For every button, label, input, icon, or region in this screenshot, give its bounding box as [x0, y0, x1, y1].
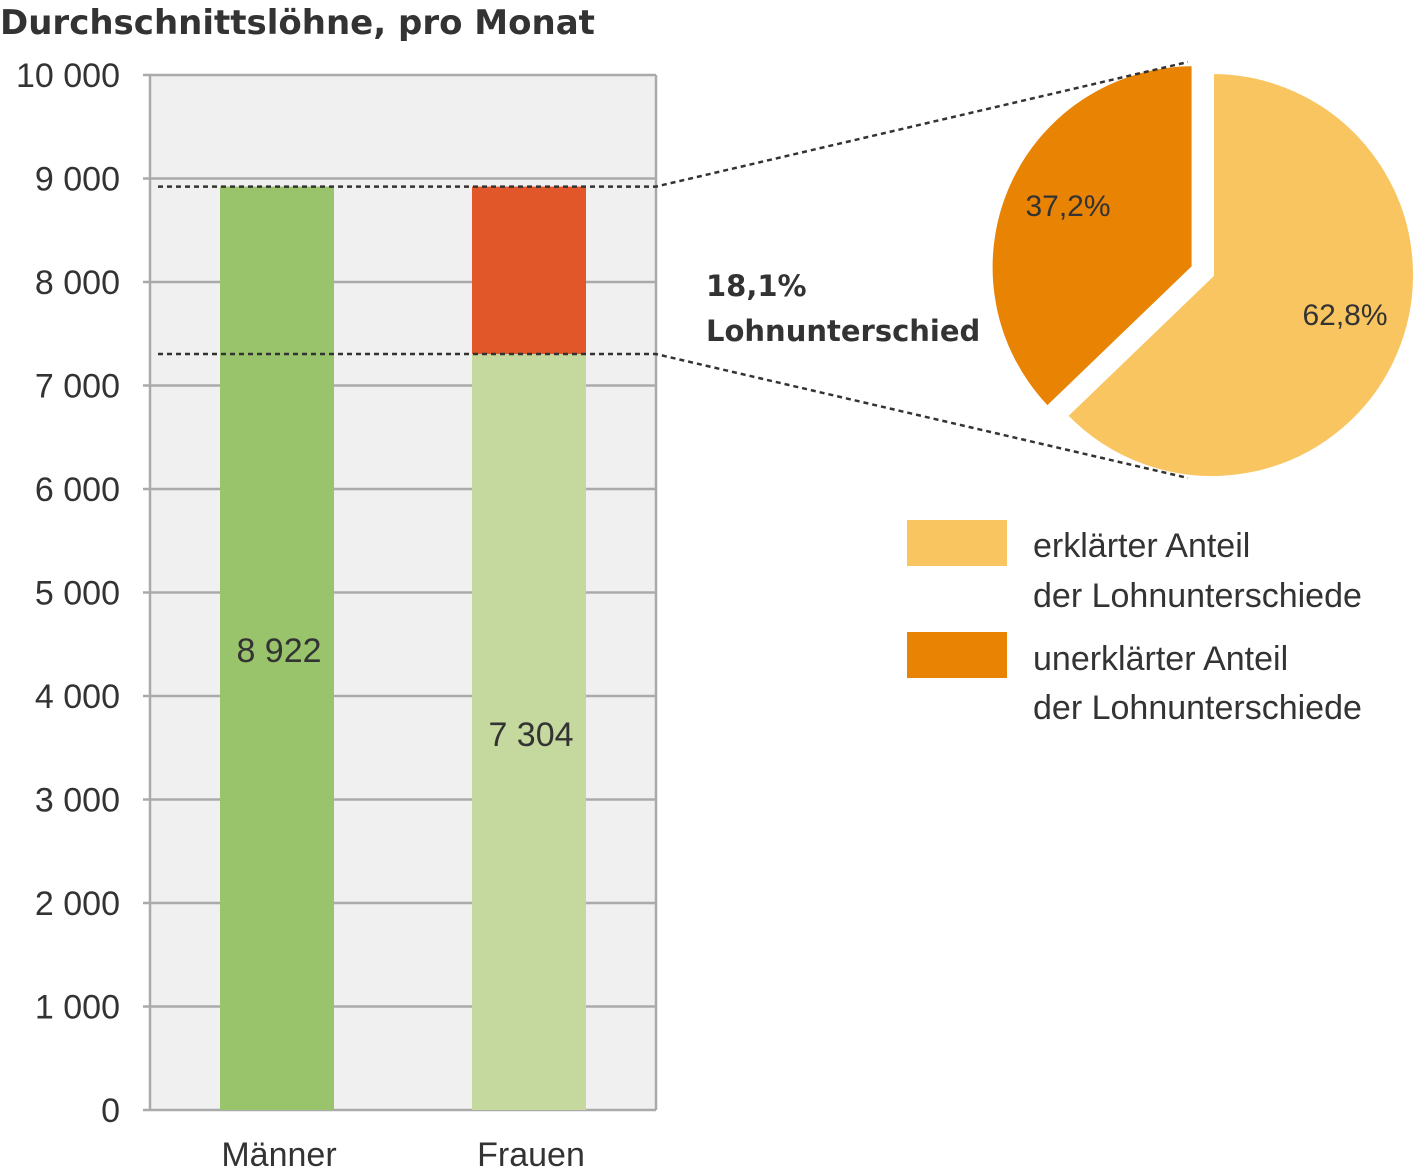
pie-chart: 62,8% 37,2% [988, 62, 1413, 480]
pie-label-unexplained: 37,2% [1025, 190, 1110, 223]
legend-swatch-unexplained [907, 632, 1007, 678]
x-tick-label: Männer [221, 1136, 336, 1174]
y-tick-label: 0 [101, 1092, 120, 1130]
pie-label-explained: 62,8% [1302, 299, 1387, 332]
y-tick-label: 3 000 [35, 782, 120, 820]
y-tick-label: 5 000 [35, 575, 120, 613]
bar-gap-segment [472, 186, 586, 355]
connector-top [158, 60, 1189, 188]
legend-explained-line2: der Lohnunterschiede [1033, 577, 1362, 615]
bar-value-label: 8 922 [236, 632, 321, 670]
gap-percent: 18,1% [706, 269, 807, 303]
y-tick-label: 9 000 [35, 161, 120, 199]
chart-title: Durchschnittslöhne, pro Monat [0, 3, 595, 43]
y-tick-label: 8 000 [35, 264, 120, 302]
pie-slice-unexplained [988, 62, 1196, 411]
bar-maenner [220, 186, 334, 1110]
bar-frauen [472, 354, 586, 1110]
legend-unexplained-line2: der Lohnunterschiede [1033, 689, 1362, 727]
legend-explained-line1: erklärter Anteil [1033, 527, 1250, 565]
y-tick-label: 2 000 [35, 885, 120, 923]
bar-chart: 0 1 000 2 000 3 000 4 000 5 000 6 000 7 000 8 00… [16, 57, 658, 1174]
y-tick-label: 4 000 [35, 678, 120, 716]
connector-bottom [158, 352, 1189, 480]
gap-label: Lohnunterschied [706, 314, 980, 348]
y-tick-label: 1 000 [35, 989, 120, 1027]
gap-annotation: 18,1% Lohnunterschied [706, 269, 980, 348]
y-tick-label: 7 000 [35, 368, 120, 406]
y-tick-label: 6 000 [35, 471, 120, 509]
pie-slice-explained [1062, 69, 1413, 480]
legend-swatch-explained [907, 520, 1007, 566]
y-tick-label: 10 000 [16, 57, 120, 95]
bar-value-label: 7 304 [488, 716, 573, 754]
legend-unexplained-line1: unerklärter Anteil [1033, 640, 1288, 678]
connector-lines [158, 60, 1189, 480]
x-tick-label: Frauen [477, 1136, 585, 1174]
legend: erklärter Anteil der Lohnunterschiede un… [907, 520, 1362, 727]
